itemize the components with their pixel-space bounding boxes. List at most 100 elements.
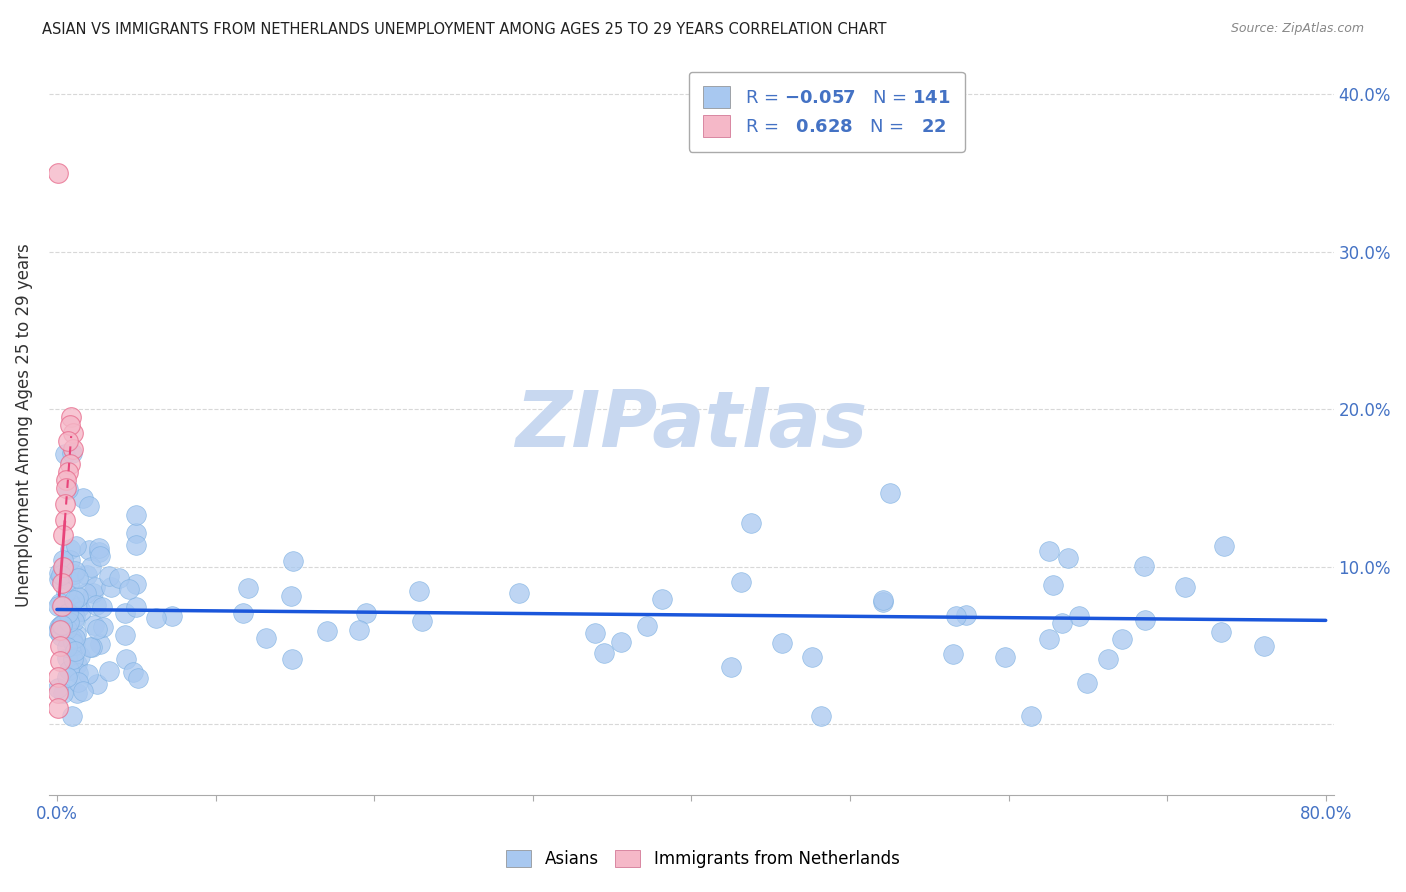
- Text: Source: ZipAtlas.com: Source: ZipAtlas.com: [1230, 22, 1364, 36]
- Point: [1212, 539, 1234, 553]
- Point: [48, 599, 70, 613]
- Point: [59, 597, 82, 611]
- Point: [49, 630, 72, 644]
- Point: [60, 632, 83, 646]
- Point: [86, 677, 108, 691]
- Point: [1038, 632, 1060, 646]
- Point: [80, 560, 103, 574]
- Point: [56, 434, 79, 448]
- Point: [72, 683, 94, 698]
- Point: [91, 600, 114, 615]
- Point: [254, 631, 277, 645]
- Point: [51, 599, 73, 614]
- Point: [63, 637, 86, 651]
- Point: [238, 581, 260, 595]
- Point: [48, 686, 70, 700]
- Point: [53, 560, 76, 574]
- Point: [86, 622, 108, 636]
- Point: [55, 481, 77, 495]
- Point: [62, 635, 84, 649]
- Point: [108, 571, 131, 585]
- Point: [56, 607, 79, 621]
- Point: [53, 497, 76, 511]
- Point: [51, 618, 73, 632]
- Point: [58, 615, 80, 629]
- Point: [98, 569, 121, 583]
- Point: [720, 660, 742, 674]
- Point: [93, 620, 115, 634]
- Point: [651, 591, 673, 606]
- Legend: R = $\mathbf{-0.057}$   N = $\mathbf{141}$, R =   $\mathbf{0.628}$   N =   $\mat: R = $\mathbf{-0.057}$ N = $\mathbf{141}$…: [689, 71, 965, 152]
- Point: [347, 623, 370, 637]
- Point: [56, 670, 79, 684]
- Point: [66, 674, 89, 689]
- Point: [48, 596, 70, 610]
- Point: [63, 644, 86, 658]
- Y-axis label: Unemployment Among Ages 25 to 29 years: Unemployment Among Ages 25 to 29 years: [15, 244, 32, 607]
- Point: [63, 564, 86, 578]
- Point: [583, 625, 606, 640]
- Point: [56, 623, 79, 637]
- Text: ASIAN VS IMMIGRANTS FROM NETHERLANDS UNEMPLOYMENT AMONG AGES 25 TO 29 YEARS CORR: ASIAN VS IMMIGRANTS FROM NETHERLANDS UNE…: [42, 22, 887, 37]
- Legend: Asians, Immigrants from Netherlands: Asians, Immigrants from Netherlands: [499, 843, 907, 875]
- Point: [114, 627, 136, 641]
- Point: [160, 608, 183, 623]
- Point: [1253, 639, 1275, 653]
- Point: [100, 581, 122, 595]
- Point: [408, 583, 430, 598]
- Point: [55, 651, 77, 665]
- Point: [53, 512, 76, 526]
- Point: [125, 508, 148, 523]
- Text: ZIPatlas: ZIPatlas: [515, 387, 868, 463]
- Point: [1057, 551, 1080, 566]
- Point: [66, 657, 89, 671]
- Point: [63, 631, 86, 645]
- Point: [55, 584, 77, 599]
- Point: [872, 594, 894, 608]
- Point: [593, 646, 616, 660]
- Point: [955, 607, 977, 622]
- Point: [118, 582, 141, 596]
- Point: [636, 618, 658, 632]
- Point: [52, 553, 75, 567]
- Point: [879, 486, 901, 500]
- Point: [125, 599, 148, 614]
- Point: [1097, 651, 1119, 665]
- Point: [49, 639, 72, 653]
- Point: [75, 586, 97, 600]
- Point: [994, 649, 1017, 664]
- Point: [65, 610, 87, 624]
- Point: [83, 618, 105, 632]
- Point: [62, 636, 84, 650]
- Point: [65, 627, 87, 641]
- Point: [77, 667, 100, 681]
- Point: [411, 614, 433, 628]
- Point: [67, 665, 90, 680]
- Point: [63, 614, 86, 628]
- Point: [70, 604, 93, 618]
- Point: [1111, 632, 1133, 647]
- Point: [125, 526, 148, 541]
- Point: [281, 554, 304, 568]
- Point: [65, 540, 87, 554]
- Point: [67, 590, 90, 604]
- Point: [59, 541, 82, 556]
- Point: [52, 619, 75, 633]
- Point: [281, 652, 304, 666]
- Point: [1038, 544, 1060, 558]
- Point: [55, 569, 77, 583]
- Point: [315, 624, 337, 639]
- Point: [60, 410, 83, 425]
- Point: [66, 686, 89, 700]
- Point: [48, 624, 70, 639]
- Point: [63, 593, 86, 607]
- Point: [59, 553, 82, 567]
- Point: [48, 166, 70, 180]
- Point: [97, 664, 120, 678]
- Point: [122, 665, 145, 680]
- Point: [945, 608, 967, 623]
- Point: [125, 576, 148, 591]
- Point: [60, 446, 83, 460]
- Point: [1021, 709, 1043, 723]
- Point: [810, 709, 832, 723]
